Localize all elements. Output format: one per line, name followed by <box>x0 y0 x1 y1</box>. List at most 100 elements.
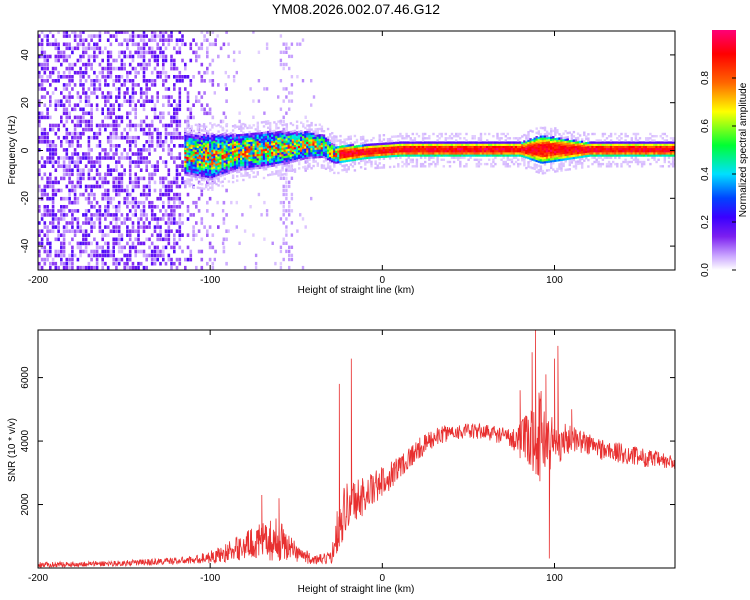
spectrogram-ridge-cell <box>217 151 220 155</box>
spectrogram-ridge-cell <box>196 139 200 142</box>
spectrogram-cell <box>101 192 104 197</box>
spectrogram-ridge-cell <box>190 135 193 139</box>
spectrogram-ridge-cell <box>194 168 198 172</box>
spectrogram-ridge-cell <box>496 152 499 155</box>
spectrogram-cell <box>206 103 209 107</box>
spectrogram-cell <box>43 225 47 229</box>
spectrogram-ridge-cell <box>384 142 388 145</box>
spectrogram-ridge-cell <box>277 148 280 151</box>
spectrogram-cell <box>71 172 74 177</box>
spectrogram-ridge-cell <box>269 132 272 136</box>
spectrogram-ridge-cell <box>326 140 330 144</box>
spectrogram-cell <box>164 221 168 225</box>
spectrogram-cell <box>159 253 162 258</box>
spectrogram-ridge-cell <box>196 158 200 161</box>
spectrogram-ridge-cell <box>347 153 350 156</box>
spectrogram-ridge-cell <box>223 162 226 165</box>
spectrogram-ridge-cell <box>430 143 433 146</box>
spectrogram-cell <box>271 241 274 245</box>
spectrogram-ridge-cell <box>566 146 569 150</box>
spectrogram-ridge-cell <box>554 157 557 160</box>
spectrogram-ridge-cell <box>190 131 193 134</box>
spectrogram-cell <box>38 261 41 266</box>
spectrogram-ridge-cell <box>262 151 266 154</box>
spectrogram-ridge-cell <box>403 150 406 153</box>
spectrogram-ridge-cell <box>560 150 563 153</box>
spectrogram-ridge-cell <box>312 136 315 140</box>
spectrogram-ridge-cell <box>486 147 489 151</box>
spectrogram-ridge-cell <box>213 134 216 137</box>
spectrogram-cell <box>62 164 66 168</box>
spectrogram-cell <box>115 261 118 266</box>
spectrogram-cell <box>95 265 99 270</box>
spectrogram-ridge-cell <box>455 152 458 155</box>
spectrogram-cell <box>288 213 291 217</box>
spectrogram-ridge-cell <box>562 141 565 144</box>
spectrogram-cell <box>178 135 182 140</box>
spectrogram-ridge-cell <box>570 139 574 143</box>
spectrogram-cell <box>123 91 126 95</box>
spectrogram-cell <box>90 156 93 160</box>
spectrogram-cell <box>62 87 66 91</box>
spectrogram-ridge-cell <box>562 151 565 155</box>
spectrogram-ridge-cell <box>527 143 530 147</box>
spectrogram-cell <box>93 70 96 75</box>
spectrogram-ridge-cell <box>537 169 540 172</box>
spectrogram-cell <box>87 46 91 51</box>
spectrogram-ridge-cell <box>479 154 483 157</box>
spectrogram-cell <box>62 42 66 47</box>
spectrogram-cell <box>175 176 179 181</box>
spectrogram-ridge-cell <box>202 187 206 190</box>
spectrogram-ridge-cell <box>329 165 332 168</box>
spectrogram-ridge-cell <box>196 132 200 136</box>
spectrogram-ridge-cell <box>223 156 226 159</box>
spectrogram-ridge-cell <box>366 148 369 151</box>
spectrogram-ridge-cell <box>269 134 272 138</box>
spectrogram-cell <box>178 213 182 217</box>
spectrogram-cell <box>148 184 151 189</box>
spectrogram-cell <box>101 257 104 262</box>
spectrogram-ridge-cell <box>448 137 452 140</box>
spectrogram-ridge-cell <box>221 126 224 130</box>
spectrogram-cell <box>38 87 41 91</box>
spectrogram-ridge-cell <box>535 153 538 156</box>
spectrogram-ridge-cell <box>331 155 334 159</box>
spectrogram-ridge-cell <box>312 154 315 157</box>
spectrogram-ridge-cell <box>581 166 584 169</box>
spectrogram-ridge-cell <box>200 155 204 158</box>
spectrogram-cell <box>282 237 285 241</box>
spectrogram-cell <box>82 241 85 246</box>
spectrogram-cell <box>76 221 80 225</box>
spectrogram-ridge-cell <box>287 131 290 134</box>
spectrogram-cell <box>101 148 104 152</box>
spectrogram-cell <box>60 196 63 201</box>
spectrogram-cell <box>79 83 82 87</box>
spectrogram-ridge-cell <box>262 155 266 158</box>
spectrogram-cell <box>117 237 121 242</box>
spectrogram-cell <box>57 160 60 164</box>
spectrogram-cell <box>288 257 291 262</box>
spectrogram-ridge-cell <box>535 155 538 158</box>
spectrogram-cell <box>173 83 176 87</box>
spectrogram-cell <box>150 209 154 213</box>
spectrogram-cell <box>120 66 124 71</box>
spectrogram-cell <box>101 58 104 63</box>
spectrogram-ridge-cell <box>242 127 245 130</box>
spectrogram-cell <box>82 213 85 217</box>
spectrogram-ridge-cell <box>186 182 189 185</box>
spectrogram-cell <box>95 168 99 172</box>
spectrogram-ridge-cell <box>531 149 534 153</box>
spectrogram-cell <box>150 79 154 83</box>
spectrogram-ridge-cell <box>295 150 299 153</box>
spectrogram-ridge-cell <box>202 170 206 173</box>
spectrogram-cell <box>173 241 176 246</box>
spectrogram-ridge-cell <box>415 162 419 166</box>
spectrogram-ridge-cell <box>211 186 214 189</box>
spectrogram-ridge-cell <box>198 137 202 140</box>
spectrogram-cell <box>87 209 91 213</box>
spectrogram-ridge-cell <box>285 133 288 137</box>
spectrogram-cell <box>120 131 124 136</box>
spectrogram-ridge-cell <box>572 135 576 138</box>
spectrogram-ridge-cell <box>227 139 231 142</box>
spectrogram-ridge-cell <box>188 141 191 145</box>
